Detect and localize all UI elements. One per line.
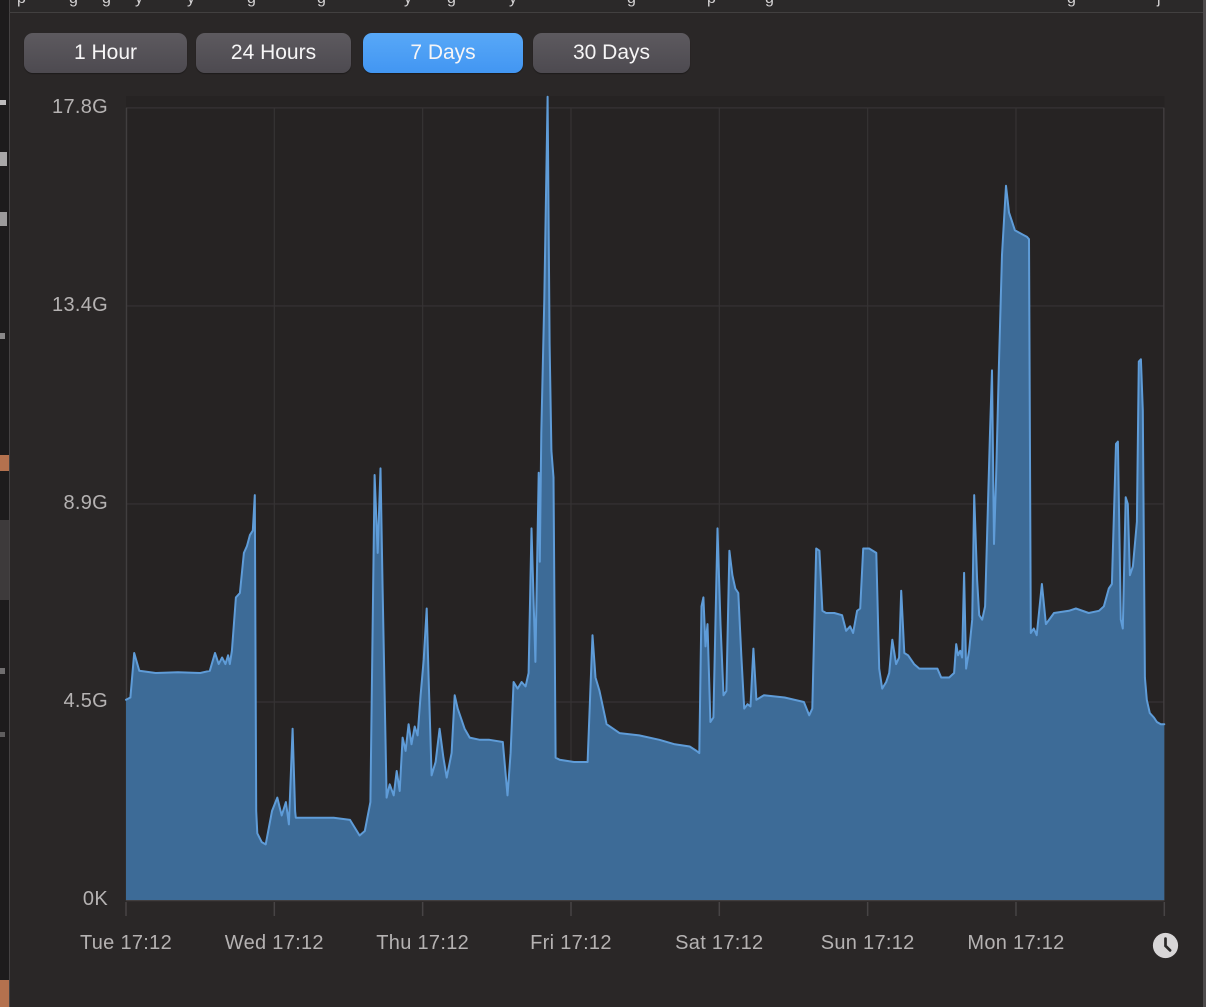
y-axis-label: 0K bbox=[82, 888, 108, 910]
usage-area-fill bbox=[126, 96, 1165, 901]
clipped-glyph: j bbox=[1157, 0, 1161, 8]
background-fragment bbox=[0, 732, 5, 737]
clipped-glyph: y bbox=[404, 0, 412, 8]
y-axis-label: 17.8G bbox=[52, 95, 108, 118]
background-fragment bbox=[0, 668, 5, 674]
window-right-edge bbox=[1203, 0, 1206, 1007]
x-axis-label: Sat 17:12 bbox=[675, 932, 764, 954]
background-fragment bbox=[0, 980, 9, 1007]
clipped-glyph: p bbox=[707, 0, 716, 8]
x-axis-label: Thu 17:12 bbox=[376, 932, 470, 954]
clipped-glyph: y bbox=[509, 0, 517, 8]
time-range-button-30-days[interactable]: 30 Days bbox=[533, 33, 690, 73]
clipped-glyph: y bbox=[135, 0, 143, 8]
panel-left-divider bbox=[9, 0, 10, 1007]
y-axis-label: 8.9G bbox=[63, 491, 108, 514]
background-fragment bbox=[0, 520, 9, 600]
x-axis-label: Tue 17:12 bbox=[79, 932, 173, 954]
clipped-glyph: g bbox=[1067, 0, 1076, 8]
y-axis-label: 13.4G bbox=[52, 293, 108, 316]
history-clock-icon[interactable] bbox=[1152, 932, 1179, 959]
x-axis-label: Wed 17:12 bbox=[224, 932, 324, 954]
time-range-button-24-hours[interactable]: 24 Hours bbox=[196, 33, 351, 73]
background-window-edge bbox=[0, 0, 9, 1007]
clipped-glyph: y bbox=[187, 0, 195, 8]
time-range-button-7-days[interactable]: 7 Days bbox=[363, 33, 523, 73]
panel-top-divider bbox=[9, 12, 1206, 13]
clipped-glyph: g bbox=[317, 0, 326, 8]
usage-line bbox=[125, 95, 1166, 846]
clipped-glyph: g bbox=[765, 0, 774, 8]
background-fragment bbox=[0, 333, 5, 339]
x-axis-label: Mon 17:12 bbox=[967, 932, 1065, 954]
clipped-text-strip: pggyyggygygpggj bbox=[9, 0, 1206, 12]
clipped-glyph: g bbox=[102, 0, 111, 8]
clipped-glyph: g bbox=[627, 0, 636, 8]
x-axis-label: Fri 17:12 bbox=[530, 932, 612, 954]
time-range-button-1-hour[interactable]: 1 Hour bbox=[24, 33, 187, 73]
y-axis-label: 4.5G bbox=[63, 689, 108, 712]
background-fragment bbox=[0, 455, 9, 471]
background-fragment bbox=[0, 152, 7, 166]
clipped-glyph: g bbox=[447, 0, 456, 8]
time-range-segmented-control: 1 Hour 24 Hours 7 Days 30 Days bbox=[24, 33, 690, 73]
clipped-glyph: g bbox=[247, 0, 256, 8]
background-fragment bbox=[0, 212, 7, 226]
clipped-glyph: g bbox=[69, 0, 78, 8]
clipped-glyph: p bbox=[17, 0, 26, 8]
x-axis-label: Sun 17:12 bbox=[820, 932, 915, 954]
background-fragment bbox=[0, 100, 6, 105]
